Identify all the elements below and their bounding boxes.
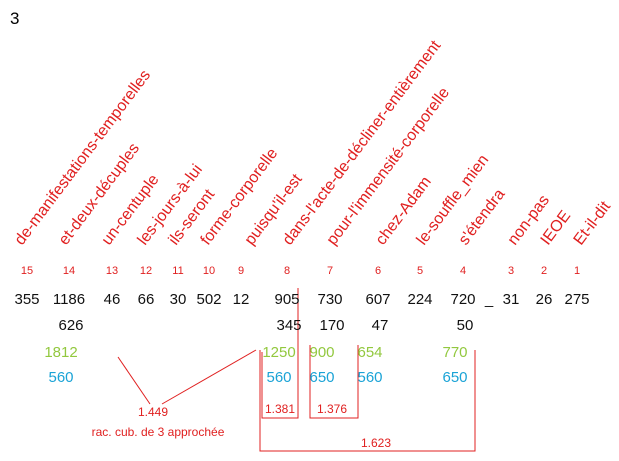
blue-value: 650 [309,369,334,386]
word: dans-l'acte-de-décliner-entièrement [280,37,445,248]
connector-lines [117,288,476,452]
column-index: 8 [284,265,290,277]
blue-value: 650 [442,369,467,386]
second-value: 47 [372,317,389,334]
value: 275 [564,291,589,308]
word: le-souffle_mien [414,152,493,249]
ratio: 1.623 [361,436,391,450]
sum-value: 1250 [262,344,295,361]
column-index: 9 [238,265,244,277]
second-value: 170 [319,317,344,334]
value: 12 [233,291,250,308]
column-index: 1 [574,265,580,277]
second-value: 626 [58,317,83,334]
value: 607 [365,291,390,308]
value: 46 [104,291,121,308]
bracket [309,345,359,419]
column-index: 7 [327,265,333,277]
column-index: 12 [140,265,152,277]
line [161,349,257,405]
value: 26 [536,291,553,308]
column-index: 15 [21,265,33,277]
value: 905 [274,291,299,308]
value: 720 [450,291,475,308]
word: Et-il-dit [571,198,615,248]
column-index: 4 [460,265,466,277]
bracket [261,288,299,419]
column-index: 10 [203,265,215,277]
sum-value: 770 [442,344,467,361]
column-index: 2 [541,265,547,277]
ratio: 1.381 [265,402,295,416]
sum-value: 900 [309,344,334,361]
blue-value: 560 [266,369,291,386]
page-number: 3 [10,9,19,28]
value: 224 [407,291,432,308]
value: 502 [196,291,221,308]
value: 66 [138,291,155,308]
column-index: 3 [508,265,514,277]
column-index: 11 [172,265,183,277]
column-index: 14 [63,265,75,277]
column-index: 13 [106,265,118,277]
sum-value: 1812 [44,344,77,361]
second-value: 50 [457,317,474,334]
second-value: 345 [276,317,301,334]
ratio: 1.376 [317,402,347,416]
column-index: 6 [375,265,381,277]
value: 31 [503,291,520,308]
value: 730 [317,291,342,308]
column-index: 5 [417,265,423,277]
blue-value: 560 [357,369,382,386]
value: 1186 [53,291,85,308]
word: et-deux-décuples [56,140,143,248]
ratio-note: rac. cub. de 3 approchée [92,425,225,439]
blue-value: 560 [48,369,73,386]
line [117,356,151,405]
bracket [259,350,476,452]
ratio: 1.449 [138,405,168,419]
separator: _ [484,291,494,308]
value: 30 [170,291,187,308]
sum-value: 654 [357,344,382,361]
value: 355 [14,291,39,308]
